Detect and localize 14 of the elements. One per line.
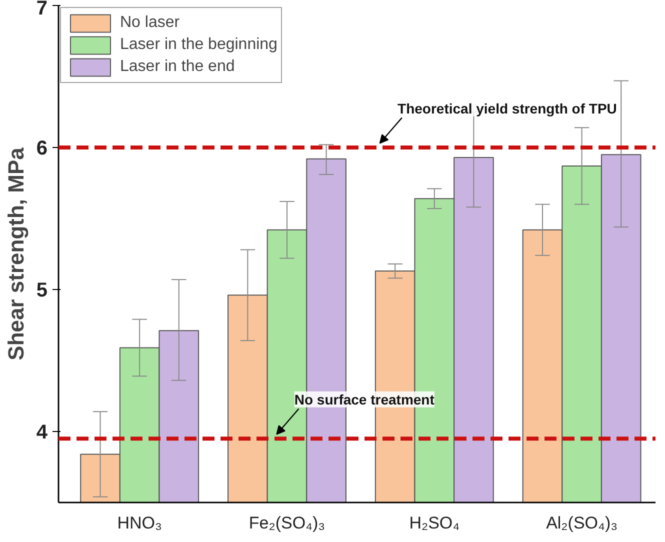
x-tick-label: HNO₃ bbox=[117, 514, 162, 532]
legend-label: Laser in the beginning bbox=[120, 36, 278, 54]
legend-label: Laser in the end bbox=[120, 58, 235, 76]
y-tick-label: 5 bbox=[36, 280, 48, 302]
ref-line-label: No surface treatment bbox=[294, 391, 435, 408]
x-tick-label: H₂SO₄ bbox=[409, 514, 460, 532]
y-tick-label: 4 bbox=[36, 422, 48, 444]
y-tick-label: 7 bbox=[36, 0, 48, 20]
ref-line-label: Theoretical yield strength of TPU bbox=[398, 100, 617, 116]
y-tick-label: 6 bbox=[36, 138, 48, 160]
y-axis-title: Shear strength, MPa bbox=[3, 146, 28, 360]
legend-label: No laser bbox=[120, 14, 180, 32]
x-tick-label: Fe₂(SO₄)₃ bbox=[248, 514, 326, 532]
x-tick-label: Al₂(SO₄)₃ bbox=[546, 514, 618, 532]
